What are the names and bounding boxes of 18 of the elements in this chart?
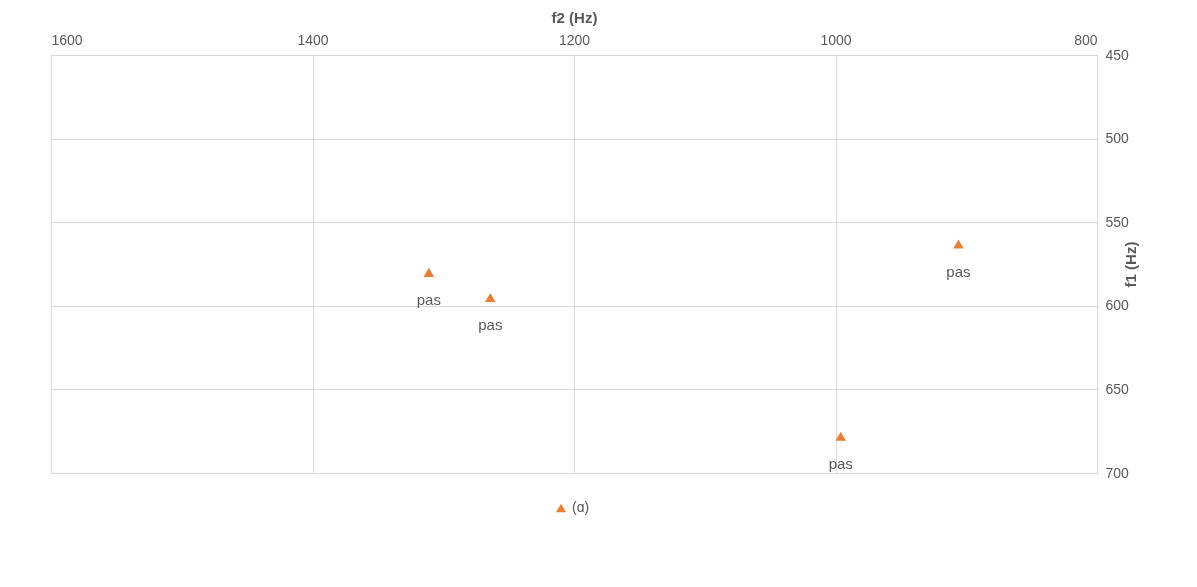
x-tick-label: 800 — [1074, 31, 1098, 48]
y-tick-label: 550 — [1105, 213, 1130, 230]
x-tick-label: 1400 — [297, 31, 329, 48]
y-tick-label: 650 — [1105, 380, 1130, 397]
y-tick-label: 700 — [1105, 464, 1130, 481]
x-tick-label: 1000 — [820, 31, 852, 48]
annotation: pas — [946, 262, 971, 280]
x-tick-label: 1600 — [51, 31, 83, 48]
y-tick-label: 500 — [1105, 130, 1130, 147]
annotation: pas — [416, 291, 441, 309]
y-tick-label: 600 — [1105, 297, 1130, 314]
y-tick-label: 450 — [1105, 46, 1130, 63]
y-axis-title: f1 (Hz) — [1121, 241, 1139, 288]
x-tick-label: 1200 — [558, 31, 591, 48]
annotation: pas — [478, 316, 503, 334]
legend-label: (ɑ) — [572, 499, 590, 515]
annotation: pas — [828, 455, 853, 473]
x-axis-title: f2 (Hz) — [551, 8, 598, 26]
